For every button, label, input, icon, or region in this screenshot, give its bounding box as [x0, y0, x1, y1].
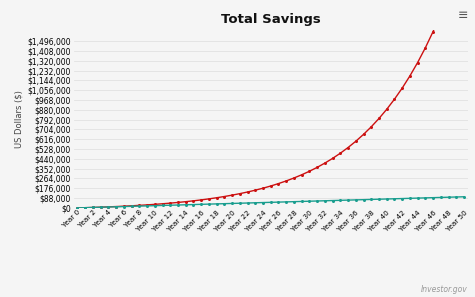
Text: Investor.gov: Investor.gov	[421, 285, 468, 294]
Text: ≡: ≡	[457, 9, 468, 22]
Title: Total Savings: Total Savings	[221, 13, 321, 26]
Y-axis label: US Dollars ($): US Dollars ($)	[14, 90, 23, 148]
